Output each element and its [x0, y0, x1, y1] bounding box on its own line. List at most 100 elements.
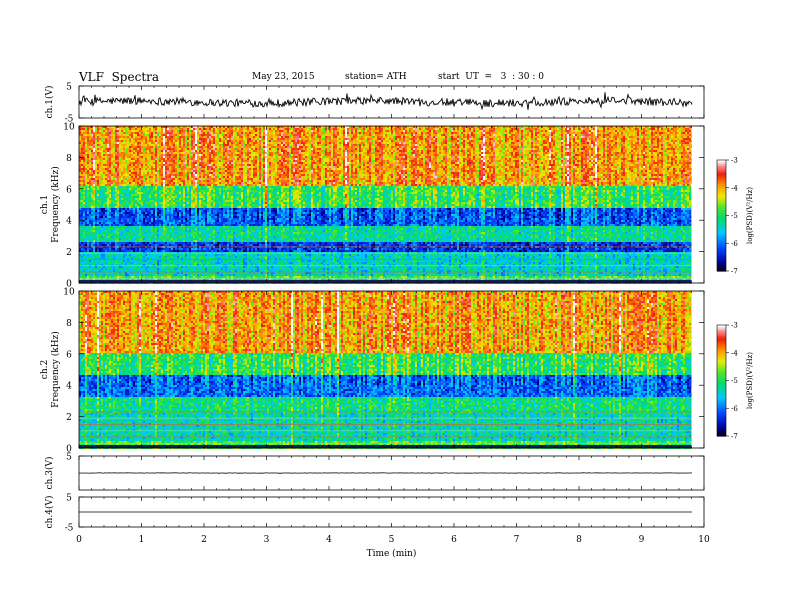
spectrogram-cell — [269, 142, 271, 144]
spectrogram-cell — [371, 146, 373, 148]
spectrogram-cell — [315, 136, 317, 138]
spectrogram-cell — [371, 132, 373, 134]
spectrogram-cell — [647, 140, 649, 142]
spectrogram-cell — [641, 130, 643, 132]
spectrogram-cell — [417, 132, 419, 134]
spectrogram-cell — [457, 134, 459, 136]
spectrogram-cell — [679, 134, 681, 136]
spectrogram-cell — [429, 140, 431, 142]
spectrogram-cell — [435, 128, 437, 130]
spectrogram-cell — [685, 146, 687, 148]
spectrogram-cell — [683, 132, 685, 134]
spectrogram-cell — [225, 136, 227, 138]
spectrogram-cell — [537, 128, 539, 130]
spectrogram-cell — [159, 148, 161, 150]
spectrogram-cell — [183, 138, 185, 140]
spectrogram-cell — [253, 136, 255, 138]
spectrogram-cell — [215, 148, 217, 150]
spectrogram-cell — [547, 130, 549, 132]
spectrogram-cell — [503, 128, 505, 130]
spectrogram-cell — [597, 146, 599, 148]
spectrogram-cell — [497, 144, 499, 146]
spectrogram-cell — [399, 148, 401, 150]
spectrogram-cell — [85, 140, 87, 142]
spectrogram-cell — [97, 130, 99, 132]
spectrogram-cell — [521, 144, 523, 146]
spectrogram-cell — [329, 142, 331, 144]
spectrogram-cell — [185, 128, 187, 130]
spectrogram-cell — [203, 134, 205, 136]
spectrogram-cell — [435, 138, 437, 140]
spectrogram-cell — [91, 144, 93, 146]
spectrogram-cell — [279, 140, 281, 142]
spectrogram-cell — [243, 128, 245, 130]
spectrogram-cell — [651, 144, 653, 146]
spectrogram-cell — [491, 134, 493, 136]
spectrogram-cell — [419, 132, 421, 134]
spectrogram-cell — [595, 138, 597, 140]
spectrogram-cell — [403, 148, 405, 150]
spectrogram-cell — [247, 130, 249, 132]
spectrogram-cell — [255, 132, 257, 134]
spectrogram-cell — [85, 138, 87, 140]
spectrogram-cell — [353, 132, 355, 134]
spectrogram-cell — [423, 148, 425, 150]
spectrogram-cell — [335, 128, 337, 130]
spectrogram-cell — [525, 130, 527, 132]
spectrogram-cell — [321, 132, 323, 134]
spectrogram-cell — [557, 134, 559, 136]
spectrogram-cell — [313, 146, 315, 148]
spectrogram-cell — [123, 136, 125, 138]
spectrogram-cell — [665, 134, 667, 136]
spectrogram-cell — [629, 138, 631, 140]
spectrogram-cell — [427, 138, 429, 140]
spectrogram-cell — [353, 138, 355, 140]
spectrogram-cell — [345, 136, 347, 138]
spectrogram-cell — [297, 132, 299, 134]
spectrogram-cell — [167, 146, 169, 148]
spectrogram-cell — [387, 130, 389, 132]
spectrogram-cell — [495, 128, 497, 130]
spectrogram-cell — [399, 140, 403, 142]
spectrogram-cell — [691, 140, 692, 142]
spectrogram-cell — [343, 130, 345, 132]
spectrogram-cell — [317, 138, 319, 140]
spectrogram-cell — [377, 132, 379, 134]
spectrogram-cell — [127, 144, 129, 146]
spectrogram-cell — [437, 142, 439, 144]
spectrogram-cell — [345, 144, 347, 146]
spectrogram-cell — [119, 140, 121, 142]
spectrogram-cell — [109, 132, 111, 134]
spectrogram-cell — [289, 132, 291, 134]
spectrogram-cell — [267, 140, 269, 142]
spectrogram-cell — [337, 138, 339, 140]
spectrogram-cell — [599, 130, 601, 132]
spectrogram-cell — [399, 138, 401, 140]
spectrogram-cell — [223, 146, 225, 148]
spectrogram-cell — [293, 138, 295, 140]
spectrogram-cell — [211, 148, 213, 150]
spectrogram-cell — [531, 136, 533, 138]
spectrogram-cell — [247, 140, 249, 142]
spectrogram-cell — [141, 140, 143, 142]
spectrogram-cell — [225, 130, 227, 132]
spectrogram-cell — [219, 138, 221, 140]
spectrogram-cell — [441, 148, 443, 150]
spectrogram-cell — [317, 146, 319, 148]
spectrogram-cell — [327, 140, 329, 142]
spectrogram-cell — [307, 140, 309, 142]
spectrogram-cell — [273, 134, 275, 136]
spectrogram-cell — [247, 142, 249, 144]
spectrogram-cell — [159, 140, 161, 142]
spectrogram-cell — [115, 146, 117, 148]
spectrogram-cell — [207, 132, 209, 134]
spectrogram-cell — [365, 128, 367, 130]
spectrogram-cell — [117, 130, 119, 132]
spectrogram-cell — [221, 140, 223, 142]
spectrogram-cell — [219, 134, 221, 136]
spectrogram-cell — [463, 130, 465, 132]
spectrogram-cell — [105, 138, 107, 140]
spectrogram-cell — [279, 146, 281, 148]
spectrogram-cell — [429, 138, 431, 140]
spectrogram-cell — [183, 130, 185, 132]
